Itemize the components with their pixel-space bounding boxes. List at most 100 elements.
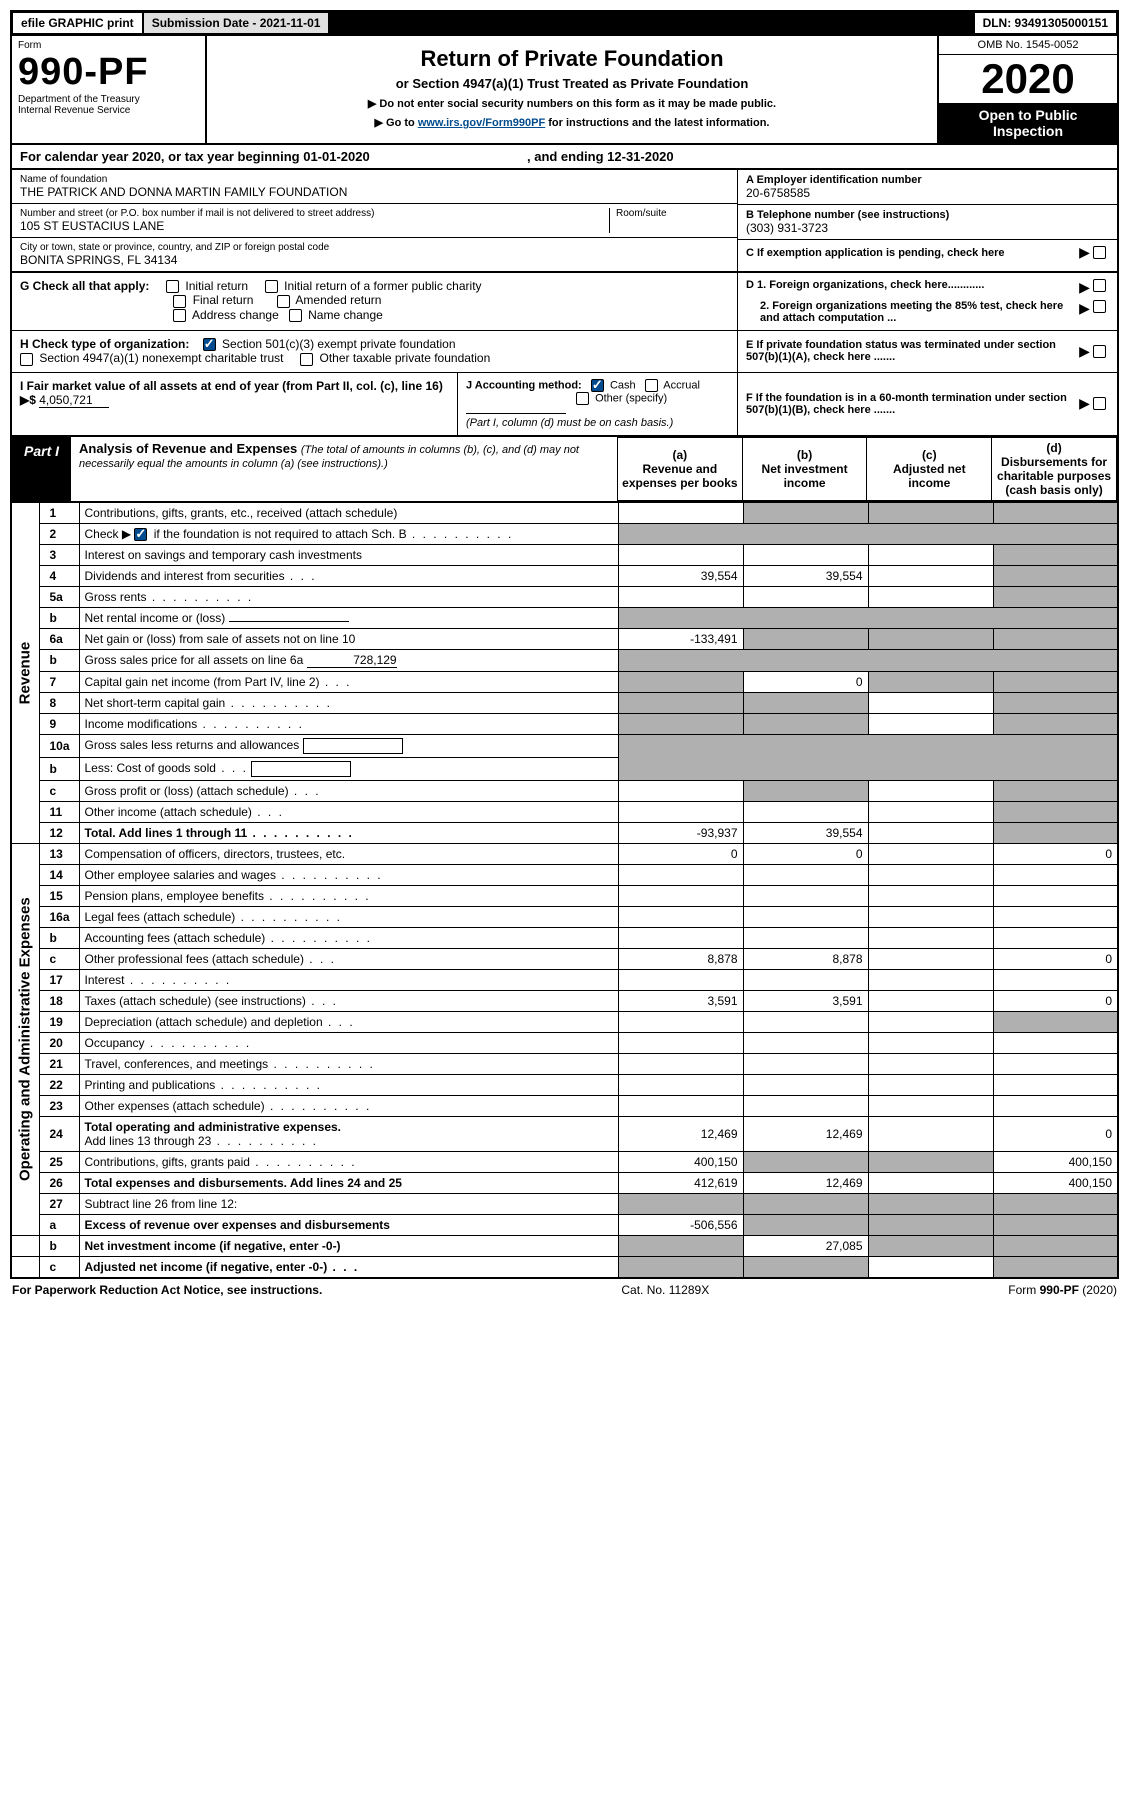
j-accrual: Accrual (663, 379, 700, 391)
r2-checkbox[interactable] (134, 528, 147, 541)
irs-label: Internal Revenue Service (18, 105, 199, 116)
omb-number: OMB No. 1545-0052 (939, 36, 1117, 55)
g-label: G Check all that apply: (20, 279, 149, 293)
h-other-checkbox[interactable] (300, 353, 313, 366)
foundation-city: BONITA SPRINGS, FL 34134 (20, 253, 729, 267)
table-row: bNet investment income (if negative, ent… (11, 1235, 1118, 1256)
g-o2: Initial return of a former public charit… (284, 279, 481, 293)
h-501c3-checkbox[interactable] (203, 338, 216, 351)
r10ad: Gross sales less returns and allowances (85, 738, 300, 752)
inspection-label: Open to Public Inspection (939, 103, 1117, 143)
g-final-checkbox[interactable] (173, 295, 186, 308)
table-row: 6aNet gain or (loss) from sale of assets… (11, 628, 1118, 649)
g-initial-former-checkbox[interactable] (265, 280, 278, 293)
table-row: 10a Gross sales less returns and allowanc… (11, 734, 1118, 757)
arrow-icon: ▶ (1079, 343, 1090, 360)
table-row: bGross sales price for all assets on lin… (11, 649, 1118, 671)
form-number: 990-PF (18, 51, 199, 94)
addr-label: Number and street (or P.O. box number if… (20, 208, 609, 219)
identity-left: Name of foundation THE PATRICK AND DONNA… (12, 170, 737, 271)
table-row: 5aGross rents (11, 586, 1118, 607)
col-b-hdr: (b) (797, 448, 812, 462)
line-desc: Printing and publications (79, 1074, 618, 1095)
line-no: 20 (39, 1032, 79, 1053)
line-no: 3 (39, 544, 79, 565)
r6bd: Gross sales price for all assets on line… (85, 653, 304, 667)
table-row: 25Contributions, gifts, grants paid400,1… (11, 1151, 1118, 1172)
g-address-checkbox[interactable] (173, 309, 186, 322)
g-o6: Name change (308, 308, 383, 322)
arrow-icon: ▶ (1079, 395, 1090, 412)
h-4947-checkbox[interactable] (20, 353, 33, 366)
line-no: 4 (39, 565, 79, 586)
line-desc: Pension plans, employee benefits (79, 885, 618, 906)
line-desc: Other expenses (attach schedule) (79, 1095, 618, 1116)
line-desc: Travel, conferences, and meetings (79, 1053, 618, 1074)
cell-val: -133,491 (618, 628, 743, 649)
j-other-checkbox[interactable] (576, 392, 589, 405)
table-row: 15Pension plans, employee benefits (11, 885, 1118, 906)
col-c-txt: Adjusted net income (893, 462, 966, 490)
cell-val: 0 (993, 1116, 1118, 1151)
line-desc: Accounting fees (attach schedule) (79, 927, 618, 948)
line-desc: Net rental income or (loss) (79, 607, 618, 628)
cell-val: 412,619 (618, 1172, 743, 1193)
efile-label: efile GRAPHIC print (13, 13, 142, 33)
opex-side-label: Operating and Administrative Expenses (11, 843, 39, 1235)
col-a-txt: Revenue and expenses per books (622, 462, 737, 490)
d2-checkbox[interactable] (1093, 300, 1106, 313)
table-row: 8Net short-term capital gain (11, 692, 1118, 713)
line-no: 10a (39, 734, 79, 757)
j-accrual-checkbox[interactable] (645, 379, 658, 392)
line-no: 22 (39, 1074, 79, 1095)
cell-val: 27,085 (743, 1235, 868, 1256)
line-no: 5a (39, 586, 79, 607)
table-row: bNet rental income or (loss) (11, 607, 1118, 628)
footer-left: For Paperwork Reduction Act Notice, see … (12, 1283, 322, 1297)
line-no: 23 (39, 1095, 79, 1116)
g-initial-checkbox[interactable] (166, 280, 179, 293)
f-checkbox[interactable] (1093, 397, 1106, 410)
line-desc: Check ▶ if the foundation is not require… (79, 523, 618, 544)
g-o5: Address change (192, 308, 279, 322)
phone-value: (303) 931-3723 (746, 221, 1109, 235)
line-desc: Contributions, gifts, grants paid (79, 1151, 618, 1172)
table-row: Revenue 1Contributions, gifts, grants, e… (11, 502, 1118, 523)
line-no: 24 (39, 1116, 79, 1151)
form-inst2-row: ▶ Go to www.irs.gov/Form990PF for instru… (213, 116, 931, 129)
j-label: J Accounting method: (466, 379, 582, 391)
line-no: c (39, 1256, 79, 1278)
cell-val: 0 (743, 671, 868, 692)
r16bd: Accounting fees (attach schedule) (85, 931, 266, 945)
top-bar: efile GRAPHIC print Submission Date - 20… (10, 10, 1119, 36)
h-label: H Check type of organization: (20, 337, 189, 351)
r16cd: Other professional fees (attach schedule… (85, 952, 304, 966)
line-no: 25 (39, 1151, 79, 1172)
inst2-text: ▶ Go to (375, 117, 418, 129)
cell-val: 0 (993, 843, 1118, 864)
d1-checkbox[interactable] (1093, 279, 1106, 292)
e-checkbox[interactable] (1093, 345, 1106, 358)
r2-d2: if the foundation is not required to att… (150, 527, 406, 541)
line-desc: Total. Add lines 1 through 11 (79, 822, 618, 843)
table-row: 24Total operating and administrative exp… (11, 1116, 1118, 1151)
irs-link[interactable]: www.irs.gov/Form990PF (418, 117, 545, 129)
r10cd: Gross profit or (loss) (attach schedule) (85, 784, 289, 798)
line-no: b (39, 757, 79, 780)
part1-title: Analysis of Revenue and Expenses (The to… (71, 437, 617, 501)
cell-val: 8,878 (618, 948, 743, 969)
g-name-checkbox[interactable] (289, 309, 302, 322)
line-no: 11 (39, 801, 79, 822)
line-desc: Interest (79, 969, 618, 990)
r2-d1: Check ▶ (85, 527, 135, 541)
c-checkbox[interactable] (1093, 246, 1106, 259)
j-cash-checkbox[interactable] (591, 379, 604, 392)
g-amended-checkbox[interactable] (277, 295, 290, 308)
table-row: 26Total expenses and disbursements. Add … (11, 1172, 1118, 1193)
cell-val: 39,554 (743, 822, 868, 843)
r25d: Contributions, gifts, grants paid (85, 1155, 250, 1169)
footer-row: For Paperwork Reduction Act Notice, see … (10, 1279, 1119, 1301)
line-desc: Net investment income (if negative, ente… (79, 1235, 618, 1256)
col-b-txt: Net investment income (762, 462, 848, 490)
cell-val: 0 (618, 843, 743, 864)
